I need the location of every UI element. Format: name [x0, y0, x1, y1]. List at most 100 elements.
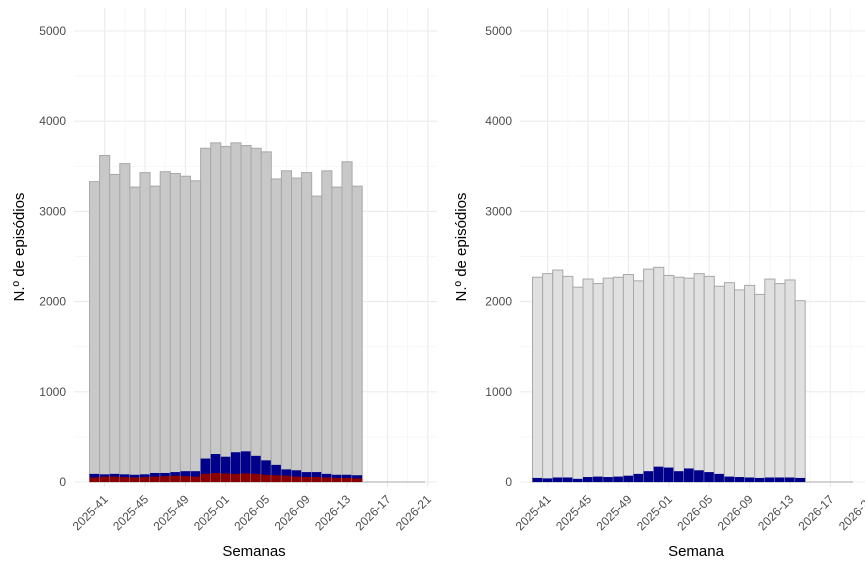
bar-segment-red: [180, 476, 191, 482]
bar-total: [542, 273, 554, 483]
bar-segment-blue: [623, 475, 634, 482]
bar-segment-blue: [684, 468, 695, 482]
bar-segment-red: [150, 476, 161, 482]
bar-segment-blue: [241, 451, 252, 482]
bar-segment-red: [119, 477, 130, 482]
bar-segment-red: [200, 473, 211, 482]
bar-segment-blue: [603, 477, 614, 482]
y-tick-label: 5000: [39, 24, 66, 38]
bar-total: [331, 186, 343, 483]
bar-segment-red: [251, 473, 262, 482]
bar-segment-red: [352, 478, 363, 482]
y-axis-title: N.º de episódios: [453, 193, 470, 302]
bar-total: [220, 145, 232, 483]
bar-segment-red: [311, 477, 322, 482]
bar-total: [703, 275, 715, 483]
bar-segment-blue: [734, 477, 745, 482]
bar-total: [562, 275, 574, 483]
x-tick-label: 2026-17: [796, 492, 837, 533]
y-tick-label: 1000: [39, 385, 66, 399]
bar-segment-blue: [754, 477, 765, 482]
x-tick-label: 2025-01: [191, 492, 232, 533]
bar-total: [552, 269, 564, 483]
bar-segment-blue: [542, 478, 553, 482]
x-tick-label: 2026-21: [393, 492, 434, 533]
bar-segment-blue: [210, 454, 221, 482]
bar-segment-red: [220, 473, 231, 482]
x-tick-label: 2025-49: [151, 492, 192, 533]
bar-segment-red: [190, 476, 201, 482]
bar-segment-blue: [271, 464, 282, 482]
bar-total: [149, 185, 161, 483]
x-tick-label: 2026-05: [674, 492, 715, 533]
bar-total: [633, 280, 645, 483]
bar-total: [311, 195, 323, 483]
y-tick-label: 5000: [485, 24, 512, 38]
y-tick-label: 2000: [485, 295, 512, 309]
bar-total: [179, 175, 191, 483]
x-tick-label: 2025-45: [553, 492, 594, 533]
bar-segment-red: [301, 477, 312, 482]
bar-total: [643, 268, 655, 483]
bar-total: [532, 276, 544, 483]
bar-segment-blue: [593, 476, 604, 482]
x-tick-label: 2025-45: [110, 492, 151, 533]
bar-segment-blue: [552, 477, 563, 482]
bar-total: [723, 282, 736, 483]
bar-total: [612, 276, 624, 483]
bar-segment-red: [129, 477, 140, 482]
x-tick-label: 2026-13: [312, 492, 353, 533]
x-tick-label: 2025-49: [594, 492, 635, 533]
bar-total: [683, 277, 695, 483]
bar-segment-blue: [643, 471, 654, 482]
bar-total: [794, 300, 806, 483]
bar-segment-blue: [572, 478, 583, 482]
x-tick-label: 2026-21: [836, 492, 865, 533]
x-axis-title: Semana: [668, 543, 725, 560]
bar-segment-red: [109, 476, 120, 482]
bar-segment-red: [291, 476, 302, 482]
bar-total: [663, 274, 675, 483]
bar-total: [572, 286, 584, 483]
bar-segment-red: [281, 475, 292, 482]
bar-total: [321, 170, 333, 483]
x-tick-label: 2025-01: [634, 492, 675, 533]
bar-segment-red: [230, 473, 241, 482]
bar-segment-blue: [583, 477, 594, 482]
bar-segment-blue: [562, 477, 573, 482]
bar-segment-blue: [613, 476, 624, 482]
bar-total: [230, 142, 242, 483]
bar-segment-red: [210, 472, 221, 482]
bar-total: [784, 279, 796, 483]
bar-segment-blue: [251, 455, 262, 482]
bar-segment-blue: [532, 477, 543, 482]
x-tick-label: 2026-13: [755, 492, 796, 533]
bar-segment-blue: [764, 477, 775, 482]
x-tick-label: 2026-09: [272, 492, 313, 533]
bar-total: [764, 278, 776, 483]
y-tick-label: 1000: [485, 385, 512, 399]
bar-total: [693, 273, 705, 483]
x-tick-label: 2025-41: [513, 492, 554, 533]
bar-segment-red: [331, 477, 342, 482]
bar-total: [582, 278, 594, 483]
bar-segment-blue: [785, 477, 796, 482]
bar-total: [260, 151, 272, 483]
bar-total: [240, 145, 252, 483]
bar-segment-red: [160, 476, 171, 482]
bar-segment-blue: [261, 460, 272, 482]
bar-segment-red: [170, 475, 181, 482]
x-tick-label: 2026-09: [715, 492, 756, 533]
bar-segment-blue: [291, 470, 302, 482]
bar-total: [754, 293, 766, 483]
bar-total: [744, 284, 756, 483]
bar-total: [734, 289, 746, 483]
bar-segment-blue: [230, 452, 241, 482]
bar-segment-red: [89, 477, 100, 482]
y-axis-title: N.º de episódios: [11, 193, 28, 302]
bar-segment-blue: [744, 477, 755, 482]
bar-segment-blue: [774, 477, 785, 482]
bar-segment-blue: [663, 467, 674, 482]
